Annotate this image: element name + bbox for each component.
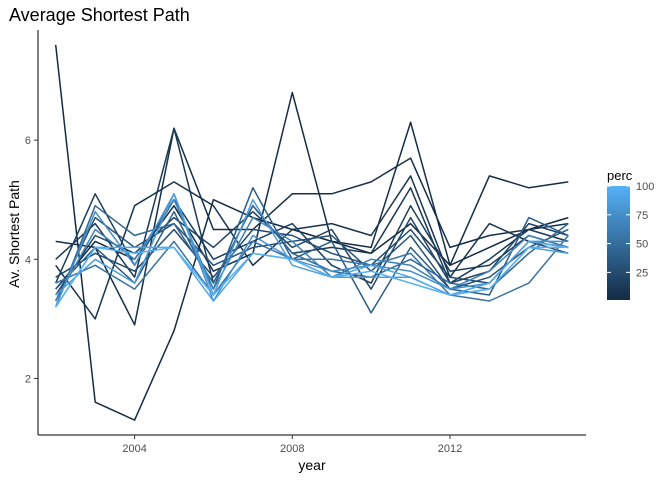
x-tick-label: 2008: [280, 443, 304, 455]
legend-tick-label: 100: [636, 181, 654, 193]
series-line-14: [55, 193, 569, 308]
x-tick-label: 2012: [438, 443, 462, 455]
series-line-4: [55, 175, 569, 320]
y-tick-label: 6: [25, 135, 31, 147]
legend-tick-label: 75: [636, 210, 648, 222]
x-axis-ticks: 2004 2008 2012: [122, 435, 462, 455]
y-axis-ticks: 2 4 6: [25, 135, 38, 385]
legend-tick-label: 50: [636, 239, 648, 251]
legend: perc 25 50 75 100: [607, 168, 654, 300]
legend-colorbar: [607, 186, 630, 300]
series-group: [54, 44, 569, 421]
legend-title: perc: [607, 168, 633, 183]
series-line-13: [55, 198, 569, 302]
x-tick-label: 2004: [122, 443, 146, 455]
y-tick-label: 4: [25, 254, 31, 266]
x-axis-title: year: [298, 457, 326, 473]
series-line-9: [55, 216, 569, 302]
chart-title: Average Shortest Path: [9, 5, 190, 25]
y-axis-title: Av. Shortest Path: [6, 180, 22, 288]
series-line-3: [55, 127, 569, 326]
series-line-10: [55, 187, 569, 314]
series-line-1: [54, 44, 569, 421]
y-tick-label: 2: [25, 373, 31, 385]
series-line-8: [55, 228, 569, 284]
legend-tick-label: 25: [636, 267, 648, 279]
legend-ticks: 25 50 75 100: [607, 181, 654, 279]
series-line-11: [55, 204, 569, 308]
series-line-17: [55, 246, 569, 308]
